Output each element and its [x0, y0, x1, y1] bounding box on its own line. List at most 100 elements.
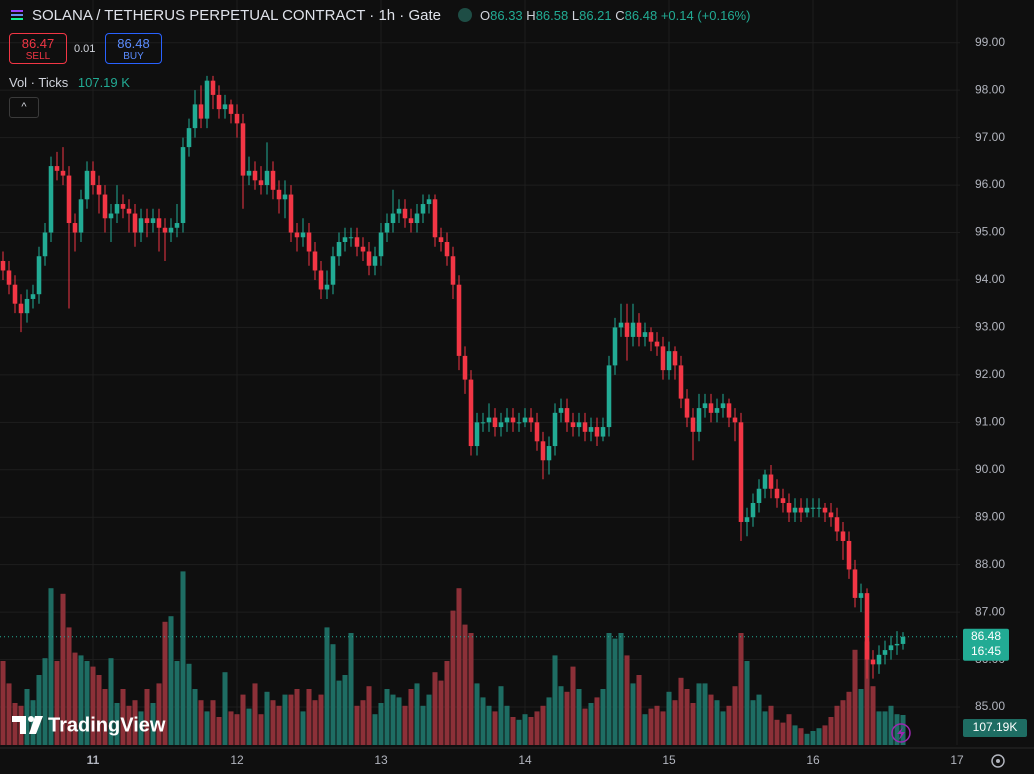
volume-bar: [192, 689, 198, 745]
y-tick-label: 96.00: [975, 177, 1005, 191]
candle-body: [720, 403, 726, 409]
volume-bar: [432, 672, 438, 745]
volume-bar: [894, 714, 900, 745]
alert-icon[interactable]: [891, 723, 911, 743]
volume-bar: [270, 700, 276, 745]
candle-body: [528, 417, 534, 423]
candle-body: [558, 408, 564, 413]
last-price-box: [963, 628, 1009, 661]
volume-bar: [708, 694, 714, 745]
candle-body: [846, 540, 852, 570]
candle-body: [510, 417, 516, 423]
volume-bar: [834, 705, 840, 745]
volume-bar: [168, 616, 174, 745]
volume-bar: [786, 714, 792, 745]
volume-bar: [738, 633, 744, 745]
candle-body: [60, 170, 66, 176]
candle-body: [78, 199, 84, 233]
candle-body: [666, 351, 672, 371]
volume-bar: [660, 711, 666, 745]
candle-body: [498, 422, 504, 428]
candle-body: [18, 303, 24, 314]
candle-body: [174, 223, 180, 228]
volume-bar: [888, 705, 894, 745]
volume-bar: [462, 624, 468, 745]
candle-body: [486, 417, 492, 423]
candle-body: [378, 232, 384, 257]
volume-bar: [762, 711, 768, 745]
volume-bar: [600, 689, 606, 745]
volume-bar: [552, 655, 558, 745]
candle-body: [738, 422, 744, 522]
candle-body: [750, 502, 756, 518]
volume-bar: [102, 689, 108, 745]
volume-bar: [690, 703, 696, 745]
volume-bar: [468, 633, 474, 745]
ohlc-key: O: [480, 8, 491, 23]
candle-body: [138, 218, 144, 233]
ohlc-legend: O86.33 H86.58 L86.21 C86.48 +0.14 (+0.16…: [480, 8, 750, 23]
candle-body: [162, 227, 168, 233]
candle-body: [660, 346, 666, 371]
volume-bar: [180, 571, 186, 745]
collapse-button[interactable]: ^: [9, 97, 39, 118]
volume-bar: [702, 683, 708, 745]
candle-body: [96, 185, 102, 195]
candle-body: [786, 502, 792, 513]
volume-bar: [630, 683, 636, 745]
candle-body: [342, 237, 348, 243]
volume-bar: [216, 717, 222, 745]
y-tick-label: 87.00: [975, 604, 1005, 618]
volume-bar: [822, 725, 828, 745]
candle-body: [714, 408, 720, 413]
volume-bar: [534, 711, 540, 745]
candle-body: [672, 351, 678, 366]
candle-body: [630, 322, 636, 337]
volume-bar: [726, 705, 732, 745]
candle-body: [12, 284, 18, 304]
candle-body: [36, 256, 42, 295]
volume-bar: [588, 703, 594, 745]
candle-body: [552, 412, 558, 447]
volume-bar: [174, 661, 180, 745]
volume-bar: [150, 703, 156, 745]
x-tick-label: 15: [662, 753, 676, 767]
volume-bar: [624, 655, 630, 745]
candle-layer: [0, 75, 906, 679]
volume-bar: [480, 697, 486, 745]
candle-body: [456, 284, 462, 356]
sell-button[interactable]: 86.47 SELL: [9, 33, 67, 64]
y-tick-label: 94.00: [975, 272, 1005, 286]
candle-body: [894, 643, 900, 646]
candle-body: [888, 645, 894, 651]
alert-bolt: [897, 727, 905, 740]
volume-bar: [162, 621, 168, 745]
candle-body: [288, 194, 294, 233]
candle-body: [516, 422, 522, 424]
settings-icon[interactable]: [991, 754, 1005, 768]
buy-button[interactable]: 86.48 BUY: [105, 33, 162, 64]
candle-body: [132, 213, 138, 233]
candle-body: [648, 332, 654, 342]
candle-body: [372, 256, 378, 266]
candle-body: [570, 422, 576, 428]
candle-body: [66, 175, 72, 224]
settings-dot: [996, 759, 1000, 763]
volume-bar: [510, 717, 516, 745]
y-tick-label: 85.00: [975, 699, 1005, 713]
x-tick-label: 16: [806, 753, 820, 767]
volume-bar: [306, 689, 312, 745]
volume-bar: [558, 686, 564, 745]
candle-body: [408, 218, 414, 224]
candle-body: [336, 242, 342, 257]
candle-body: [684, 398, 690, 418]
volume-bar: [0, 661, 6, 745]
volume-bar: [858, 689, 864, 745]
volume-bar: [774, 719, 780, 745]
candle-body: [150, 218, 156, 224]
candle-body: [252, 170, 258, 181]
ohlc-key: C: [615, 8, 625, 23]
candle-body: [732, 417, 738, 423]
ohlc-key: L: [571, 8, 580, 23]
volume-bar: [246, 708, 252, 745]
